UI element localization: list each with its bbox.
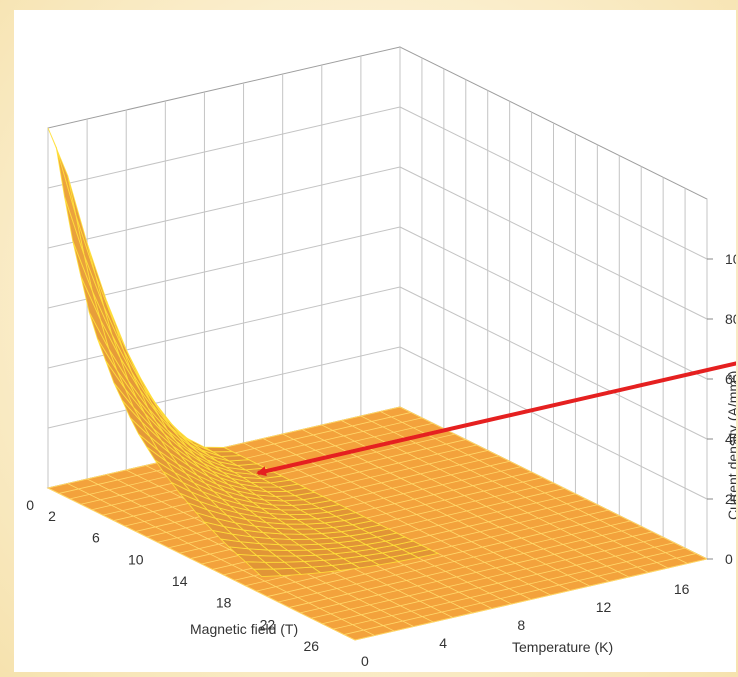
chart-panel: 0261014182226161284002000400060008000100… <box>14 10 736 672</box>
floor-mesh-line <box>282 433 590 587</box>
surface-mesh <box>47 127 440 578</box>
y-tick-label: 12 <box>596 599 612 615</box>
x-tick-label: 10 <box>128 551 144 567</box>
z-tick-label: 4000 <box>725 431 736 447</box>
floor-mesh-line <box>380 411 688 564</box>
floor-mesh-line <box>67 483 375 636</box>
x-tick-label: 2 <box>48 508 56 524</box>
x-axis-label: Magnetic field (T) <box>190 621 298 637</box>
surface-plot: 0261014182226161284002000400060008000100… <box>26 46 736 669</box>
gridline-z-left <box>47 346 401 429</box>
x-tick-label: 26 <box>304 638 320 654</box>
z-tick-label: 8000 <box>725 311 736 327</box>
y-tick-label: 4 <box>439 635 447 651</box>
x-tick-label: 14 <box>172 573 188 589</box>
floor-mesh-line <box>360 415 669 569</box>
floor-mesh-line <box>243 442 551 596</box>
floor-mesh-line <box>341 420 649 573</box>
y-tick-label: 16 <box>674 581 690 597</box>
z-tick-label: 10000 <box>725 251 736 267</box>
gridline-z-left <box>47 106 401 189</box>
z-tick-label: 0 <box>725 551 733 567</box>
x-tick-label: 6 <box>92 530 100 546</box>
x-tick-label: 0 <box>26 497 34 513</box>
z-axis-label: Current density (A/mm²) <box>725 371 736 520</box>
gridline-z-left <box>47 166 401 249</box>
y-tick-label: 8 <box>517 617 525 633</box>
tick-labels: 0261014182226161284002000400060008000100… <box>26 251 736 669</box>
x-tick-label: 22 <box>260 616 276 632</box>
gridline-z-left <box>47 226 401 309</box>
annotation-arrow <box>256 361 736 477</box>
z-tick-label: 6000 <box>725 371 736 387</box>
floor-mesh-line <box>262 438 571 591</box>
floor-mesh-line <box>321 424 629 578</box>
x-tick-label: 18 <box>216 595 232 611</box>
floor-mesh-line <box>302 429 610 582</box>
y-axis-label: Temperature (K) <box>512 639 613 655</box>
floor-mesh-line <box>47 487 356 641</box>
z-tick-label: 2000 <box>725 491 736 507</box>
y-tick-label: 0 <box>361 653 369 669</box>
floor-mesh-line <box>399 406 708 560</box>
surface-facet <box>47 127 77 216</box>
